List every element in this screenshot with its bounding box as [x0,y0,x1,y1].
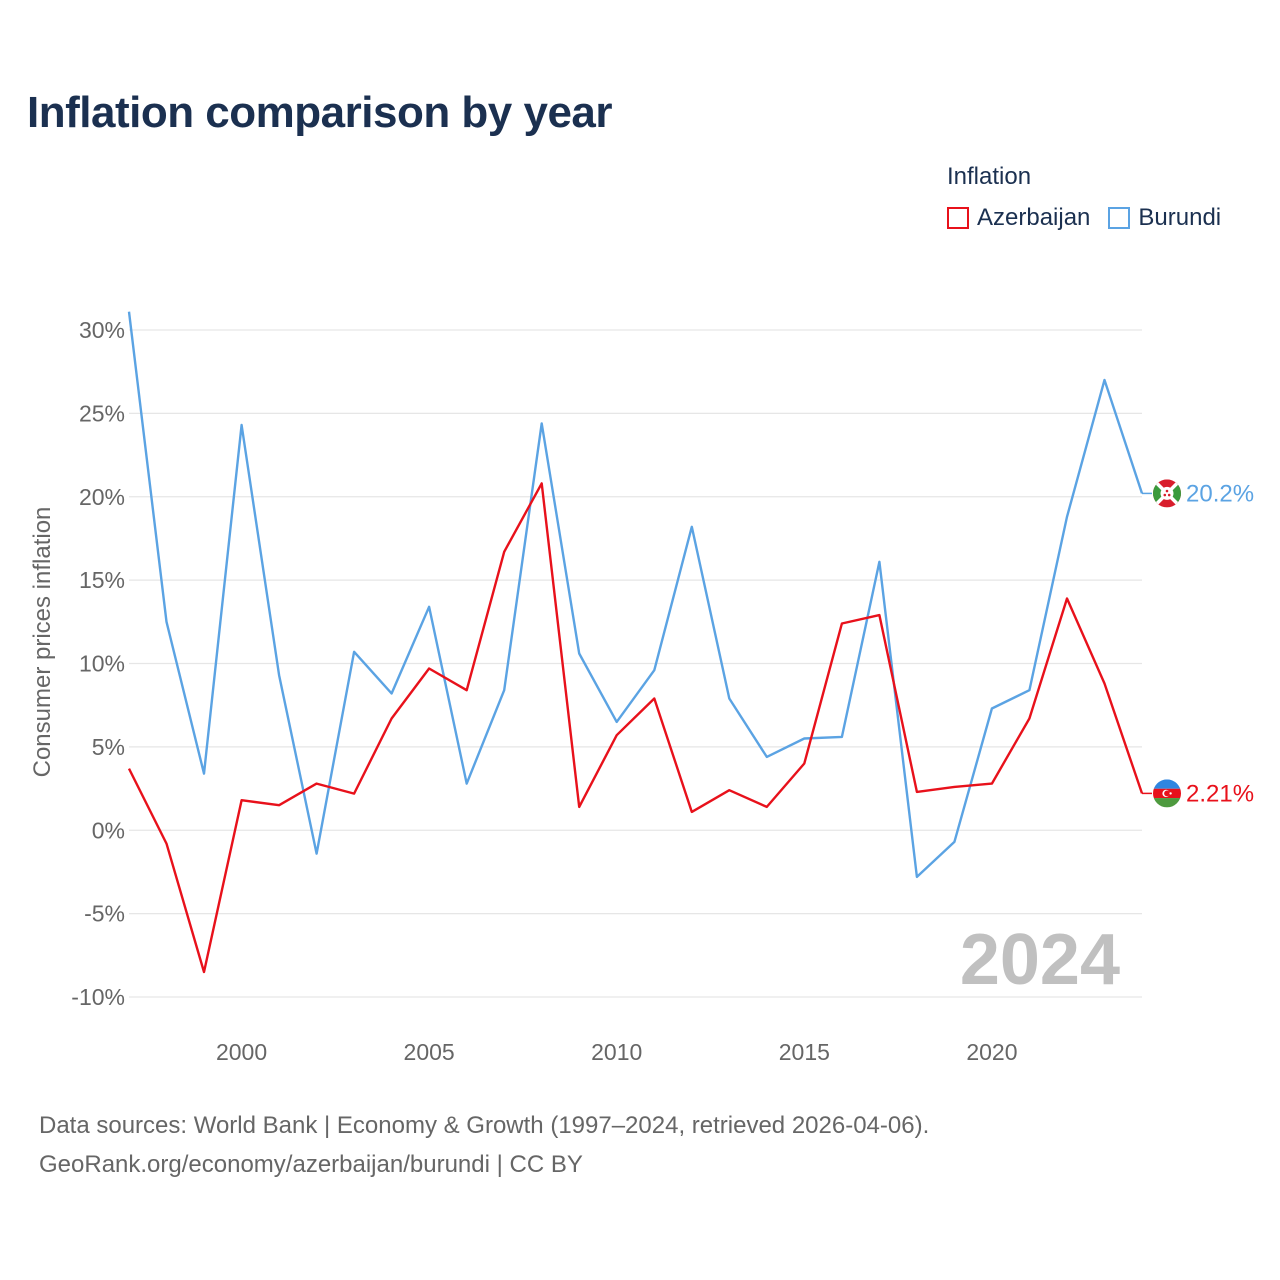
y-axis-ticks: -10% -5% 0% 5% 10% 15% 20% 25% 30% [71,317,125,1010]
y-tick-label: 30% [79,317,125,343]
x-tick-label: 2000 [216,1039,267,1065]
gridlines [129,329,1142,998]
legend-label-azerbaijan: Azerbaijan [977,204,1091,231]
legend-swatch-burundi [1108,207,1131,229]
burundi-flag-icon [1153,479,1181,508]
legend-label-burundi: Burundi [1138,204,1222,231]
y-tick-label: -10% [71,984,125,1010]
y-tick-label: 20% [79,484,125,510]
source-note: Data sources: World Bank | Economy & Gro… [39,1106,929,1184]
series-line-burundi[interactable] [127,311,1144,879]
series-line-azerbaijan[interactable] [127,482,1144,974]
y-tick-label: 10% [79,651,125,677]
end-value-label-burundi: 20.2% [1186,480,1254,507]
source-line-1: Data sources: World Bank | Economy & Gro… [39,1112,930,1139]
end-labels: 20.2% 2.21% [1142,479,1254,808]
y-tick-label: 0% [92,817,125,843]
legend-title: Inflation [947,163,1032,190]
source-line-2[interactable]: GeoRank.org/economy/azerbaijan/burundi |… [39,1151,583,1178]
x-tick-label: 2015 [779,1039,830,1065]
end-value-label-azerbaijan: 2.21% [1186,780,1254,807]
legend-swatch-azerbaijan [947,207,969,229]
y-tick-label: 5% [92,734,125,760]
y-tick-label: 25% [79,400,125,426]
azerbaijan-flag-icon [1153,779,1181,808]
legend: Azerbaijan Burundi [947,204,1239,232]
y-axis-label: Consumer prices inflation [29,507,56,778]
chart-title: Inflation comparison by year [27,88,613,137]
line-chart: -10%-5%0%5%10%15%20%25%30% 2000 2005 2010 2… [29,311,1254,1065]
x-axis-ticks: 2000 2005 2010 2015 2020 [216,1039,1018,1065]
x-tick-label: 2020 [966,1039,1017,1065]
year-watermark: 2024 [960,920,1120,1000]
x-tick-label: 2010 [591,1039,642,1065]
y-tick-label: -5% [84,901,125,927]
y-tick-label: 15% [79,567,125,593]
x-tick-label: 2005 [404,1039,455,1065]
legend-item-burundi[interactable]: Burundi [1108,204,1221,232]
series-lines [127,311,1144,974]
legend-item-azerbaijan[interactable]: Azerbaijan [947,204,1090,232]
